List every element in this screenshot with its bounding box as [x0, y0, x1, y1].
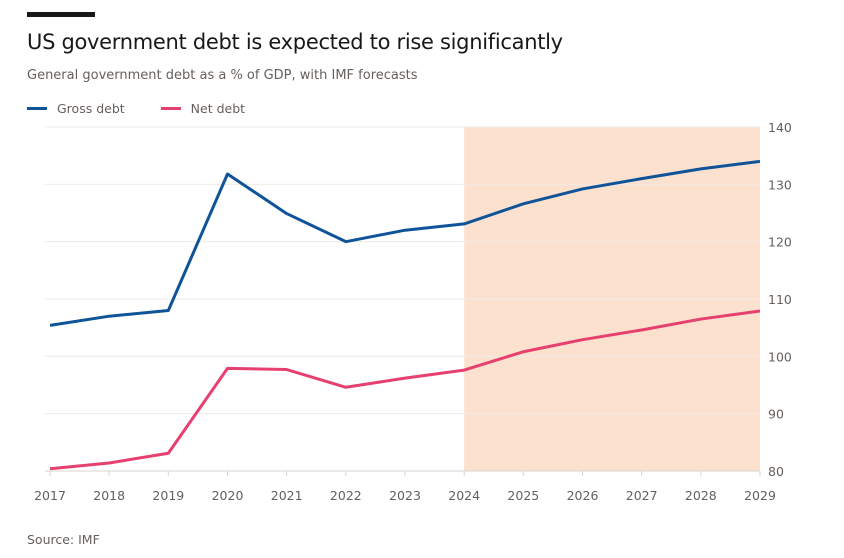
x-tick-label-2024: 2024 — [448, 488, 480, 503]
y-tick-label-120: 120 — [768, 235, 792, 250]
series-line-gross-debt — [49, 159, 761, 327]
legend-label-gross: Gross debt — [57, 101, 125, 116]
x-tick-label-2029: 2029 — [744, 488, 776, 503]
x-tick-label-2025: 2025 — [507, 488, 539, 503]
chart-title: US government debt is expected to rise s… — [27, 30, 563, 54]
y-tick-label-130: 130 — [768, 177, 792, 192]
y-tick-label-110: 110 — [768, 292, 792, 307]
x-tick-label-2020: 2020 — [212, 488, 244, 503]
x-tick-label-2019: 2019 — [152, 488, 184, 503]
legend: Gross debt Net debt — [27, 101, 245, 116]
x-tick-label-2026: 2026 — [567, 488, 599, 503]
series-line-net-debt — [49, 309, 761, 471]
y-tick-label-80: 80 — [768, 464, 784, 479]
legend-item-net: Net debt — [160, 101, 246, 116]
y-tick-label-100: 100 — [768, 349, 792, 364]
chart-subtitle: General government debt as a % of GDP, w… — [27, 68, 418, 83]
legend-label-net: Net debt — [190, 101, 246, 116]
x-tick-label-2027: 2027 — [626, 488, 658, 503]
x-tick-label-2022: 2022 — [330, 488, 362, 503]
legend-item-gross: Gross debt — [27, 101, 125, 116]
x-tick-label-2021: 2021 — [271, 488, 303, 503]
source-note: Source: IMF — [27, 532, 100, 547]
x-tick-label-2023: 2023 — [389, 488, 421, 503]
legend-swatch-net — [160, 107, 181, 110]
x-tick-label-2028: 2028 — [685, 488, 717, 503]
y-tick-label-140: 140 — [768, 120, 792, 135]
x-tick-label-2018: 2018 — [93, 488, 125, 503]
legend-swatch-gross — [27, 107, 47, 110]
header-rule — [27, 12, 95, 17]
x-tick-label-2017: 2017 — [34, 488, 66, 503]
y-tick-label-90: 90 — [768, 407, 784, 422]
